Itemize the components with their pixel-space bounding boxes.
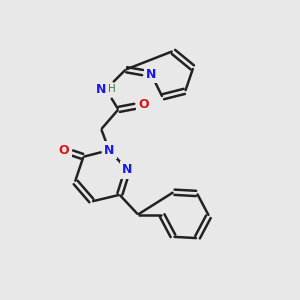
- Text: N: N: [122, 164, 133, 176]
- Text: N: N: [104, 144, 114, 157]
- Text: O: O: [59, 144, 69, 157]
- Text: N: N: [96, 83, 106, 96]
- Text: H: H: [108, 84, 115, 94]
- Text: O: O: [138, 98, 148, 111]
- Text: N: N: [146, 68, 156, 81]
